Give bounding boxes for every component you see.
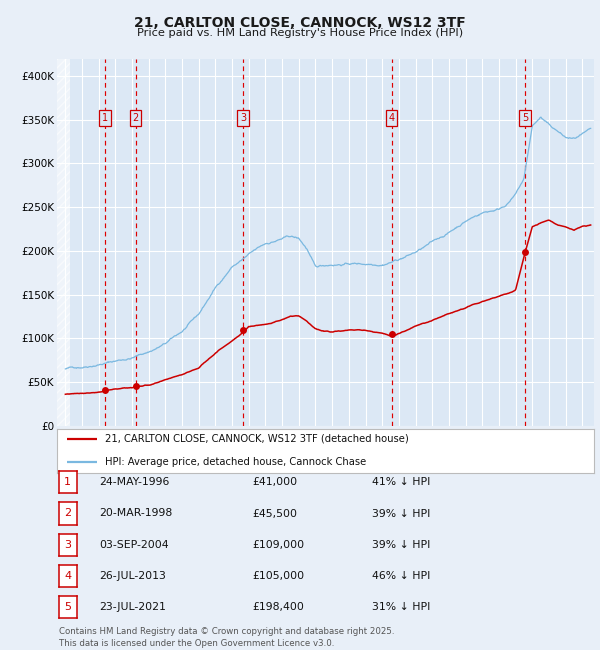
Text: Contains HM Land Registry data © Crown copyright and database right 2025.: Contains HM Land Registry data © Crown c… xyxy=(59,627,394,636)
Text: 3: 3 xyxy=(240,113,247,123)
Text: 5: 5 xyxy=(64,602,71,612)
Text: 1: 1 xyxy=(102,113,108,123)
Text: £105,000: £105,000 xyxy=(252,571,304,581)
Text: £198,400: £198,400 xyxy=(252,602,304,612)
Text: 21, CARLTON CLOSE, CANNOCK, WS12 3TF: 21, CARLTON CLOSE, CANNOCK, WS12 3TF xyxy=(134,16,466,30)
Text: 4: 4 xyxy=(64,571,71,581)
Text: 20-MAR-1998: 20-MAR-1998 xyxy=(99,508,172,519)
Text: 31% ↓ HPI: 31% ↓ HPI xyxy=(372,602,430,612)
Text: 03-SEP-2004: 03-SEP-2004 xyxy=(99,540,169,550)
Text: 5: 5 xyxy=(522,113,528,123)
Text: 2: 2 xyxy=(64,508,71,519)
Text: HPI: Average price, detached house, Cannock Chase: HPI: Average price, detached house, Cann… xyxy=(106,457,367,467)
Text: 39% ↓ HPI: 39% ↓ HPI xyxy=(372,508,430,519)
Text: 26-JUL-2013: 26-JUL-2013 xyxy=(99,571,166,581)
Text: 21, CARLTON CLOSE, CANNOCK, WS12 3TF (detached house): 21, CARLTON CLOSE, CANNOCK, WS12 3TF (de… xyxy=(106,434,409,444)
Text: This data is licensed under the Open Government Licence v3.0.: This data is licensed under the Open Gov… xyxy=(59,639,334,648)
Text: 39% ↓ HPI: 39% ↓ HPI xyxy=(372,540,430,550)
Text: 24-MAY-1996: 24-MAY-1996 xyxy=(99,477,169,488)
Text: 46% ↓ HPI: 46% ↓ HPI xyxy=(372,571,430,581)
Text: 23-JUL-2021: 23-JUL-2021 xyxy=(99,602,166,612)
Bar xyxy=(57,58,70,426)
Text: £41,000: £41,000 xyxy=(252,477,297,488)
Text: £45,500: £45,500 xyxy=(252,508,297,519)
Text: 2: 2 xyxy=(133,113,139,123)
Text: 1: 1 xyxy=(64,477,71,488)
Text: 3: 3 xyxy=(64,540,71,550)
Text: 4: 4 xyxy=(388,113,395,123)
Text: £109,000: £109,000 xyxy=(252,540,304,550)
Text: Price paid vs. HM Land Registry's House Price Index (HPI): Price paid vs. HM Land Registry's House … xyxy=(137,28,463,38)
Text: 41% ↓ HPI: 41% ↓ HPI xyxy=(372,477,430,488)
